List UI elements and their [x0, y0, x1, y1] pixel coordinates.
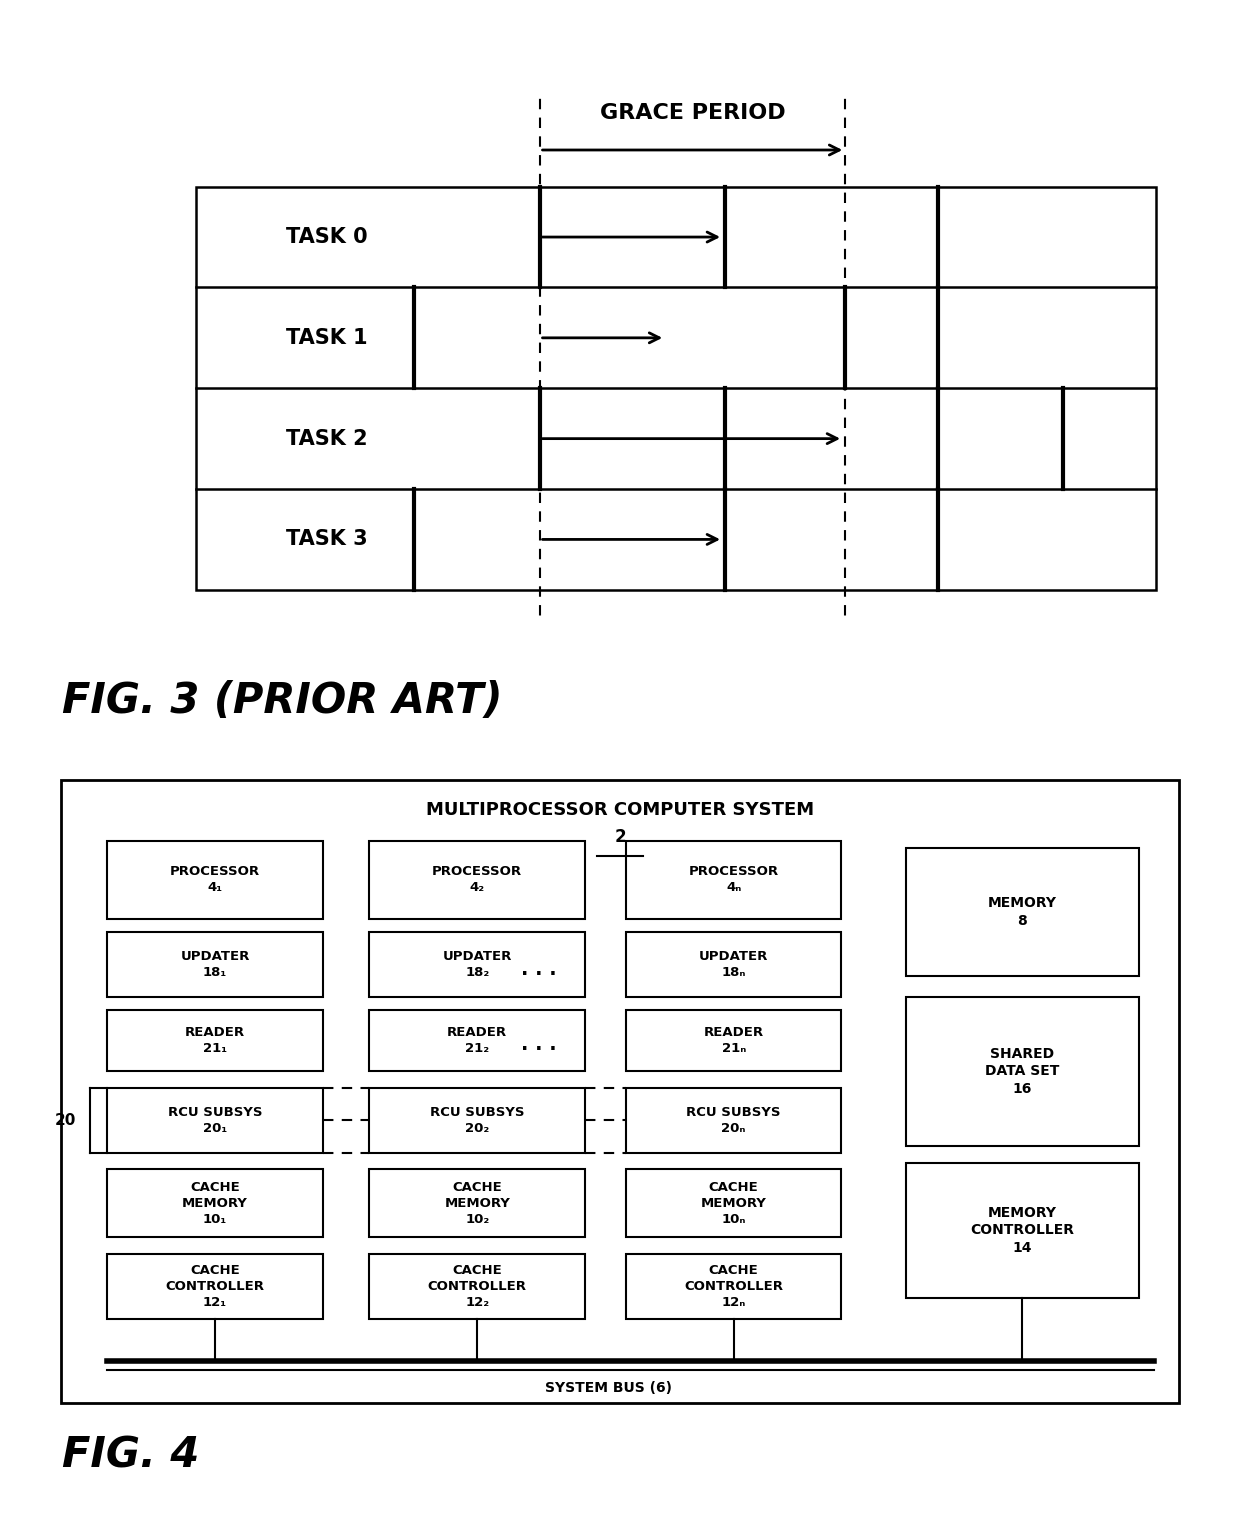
- Text: READER
21ₙ: READER 21ₙ: [703, 1026, 764, 1055]
- Text: MEMORY
CONTROLLER
14: MEMORY CONTROLLER 14: [970, 1206, 1074, 1255]
- Text: CACHE
CONTROLLER
12₁: CACHE CONTROLLER 12₁: [165, 1264, 264, 1309]
- Bar: [370, 1254, 585, 1318]
- Bar: [370, 1089, 585, 1152]
- Text: TASK 1: TASK 1: [286, 328, 368, 348]
- Text: READER
21₁: READER 21₁: [185, 1026, 246, 1055]
- Bar: [905, 996, 1138, 1146]
- Text: . . .: . . .: [521, 1035, 557, 1053]
- Text: UPDATER
18ₙ: UPDATER 18ₙ: [699, 950, 769, 979]
- Text: SHARED
DATA SET
16: SHARED DATA SET 16: [985, 1047, 1059, 1095]
- Bar: [196, 186, 1156, 590]
- Text: TASK 2: TASK 2: [286, 428, 368, 448]
- Bar: [370, 932, 585, 996]
- Text: CACHE
MEMORY
10ₙ: CACHE MEMORY 10ₙ: [701, 1181, 766, 1226]
- Text: GRACE PERIOD: GRACE PERIOD: [600, 103, 785, 123]
- Bar: [905, 1163, 1138, 1298]
- Text: CACHE
CONTROLLER
12ₙ: CACHE CONTROLLER 12ₙ: [684, 1264, 784, 1309]
- Text: CACHE
CONTROLLER
12₂: CACHE CONTROLLER 12₂: [428, 1264, 527, 1309]
- Text: 2: 2: [614, 829, 626, 847]
- Bar: [107, 1254, 322, 1318]
- Text: FIG. 3 (PRIOR ART): FIG. 3 (PRIOR ART): [62, 679, 502, 722]
- Bar: [905, 847, 1138, 976]
- Bar: [626, 1254, 842, 1318]
- Bar: [370, 1169, 585, 1237]
- Bar: [370, 841, 585, 919]
- Bar: [107, 932, 322, 996]
- Bar: [107, 1169, 322, 1237]
- Bar: [626, 932, 842, 996]
- Text: UPDATER
18₂: UPDATER 18₂: [443, 950, 512, 979]
- Bar: [626, 1169, 842, 1237]
- Text: PROCESSOR
4₁: PROCESSOR 4₁: [170, 865, 260, 895]
- Text: RCU SUBSYS
20ₙ: RCU SUBSYS 20ₙ: [687, 1106, 781, 1135]
- Text: CACHE
MEMORY
10₂: CACHE MEMORY 10₂: [444, 1181, 510, 1226]
- Bar: [107, 1010, 322, 1072]
- Bar: [626, 841, 842, 919]
- Text: MEMORY
8: MEMORY 8: [987, 896, 1056, 927]
- Text: 20: 20: [55, 1113, 76, 1129]
- Text: RCU SUBSYS
20₁: RCU SUBSYS 20₁: [167, 1106, 262, 1135]
- Text: UPDATER
18₁: UPDATER 18₁: [180, 950, 249, 979]
- Text: READER
21₂: READER 21₂: [448, 1026, 507, 1055]
- Bar: [107, 1089, 322, 1152]
- Text: FIG. 4: FIG. 4: [62, 1434, 200, 1477]
- Text: RCU SUBSYS
20₂: RCU SUBSYS 20₂: [430, 1106, 525, 1135]
- Text: PROCESSOR
4ₙ: PROCESSOR 4ₙ: [688, 865, 779, 895]
- Text: TASK 0: TASK 0: [286, 226, 368, 246]
- Bar: [626, 1010, 842, 1072]
- Text: SYSTEM BUS (6): SYSTEM BUS (6): [544, 1381, 672, 1395]
- Text: CACHE
MEMORY
10₁: CACHE MEMORY 10₁: [182, 1181, 248, 1226]
- Text: . . .: . . .: [521, 959, 557, 979]
- Text: MULTIPROCESSOR COMPUTER SYSTEM: MULTIPROCESSOR COMPUTER SYSTEM: [425, 801, 815, 819]
- Text: PROCESSOR
4₂: PROCESSOR 4₂: [433, 865, 522, 895]
- Text: TASK 3: TASK 3: [286, 530, 368, 550]
- Bar: [626, 1089, 842, 1152]
- Bar: [370, 1010, 585, 1072]
- Bar: [107, 841, 322, 919]
